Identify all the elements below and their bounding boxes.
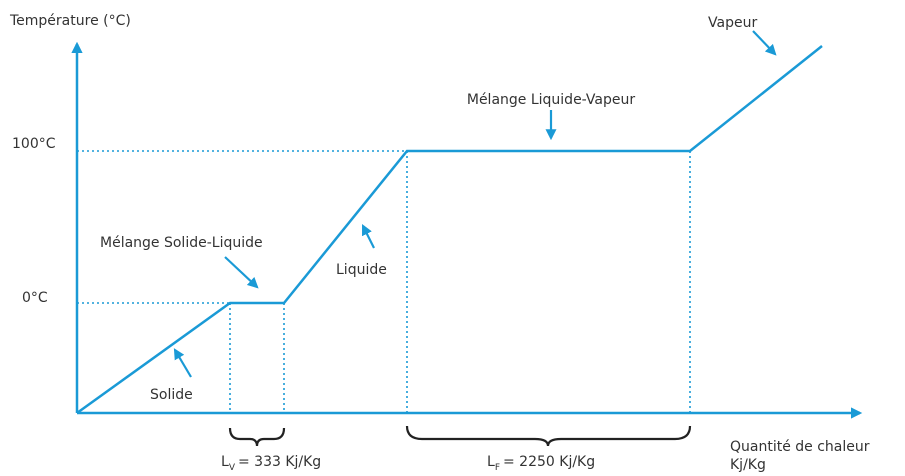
subscript: V bbox=[229, 463, 236, 473]
phase-label: Vapeur bbox=[708, 15, 757, 31]
arrow bbox=[752, 30, 777, 56]
symbol: L bbox=[221, 454, 229, 470]
level-label: 0°C bbox=[22, 290, 48, 306]
latent-text: = 2250 Kj/Kg bbox=[503, 454, 595, 470]
latent-label: LV = 333 Kj/Kg bbox=[221, 454, 321, 473]
phase-label: Mélange Liquide-Vapeur bbox=[467, 92, 635, 108]
arrow bbox=[362, 224, 375, 249]
phase-label: Solide bbox=[150, 387, 193, 403]
arrow bbox=[224, 256, 259, 289]
x-axis-label: Kj/Kg bbox=[730, 457, 766, 473]
latent-label: LF = 2250 Kj/Kg bbox=[487, 454, 595, 473]
symbol: L bbox=[487, 454, 495, 470]
heating-curve bbox=[76, 45, 823, 415]
brace bbox=[405, 425, 692, 447]
y-axis-label: Température (°C) bbox=[9, 13, 131, 29]
phase-label: Liquide bbox=[336, 262, 387, 278]
phase-label: Mélange Solide-Liquide bbox=[100, 235, 263, 251]
arrow bbox=[173, 348, 192, 378]
x-axis-label: Quantité de chaleur bbox=[730, 439, 870, 455]
brace bbox=[228, 427, 286, 447]
level-label: 100°C bbox=[12, 136, 56, 152]
subscript: F bbox=[495, 463, 500, 473]
latent-text: = 333 Kj/Kg bbox=[238, 454, 321, 470]
